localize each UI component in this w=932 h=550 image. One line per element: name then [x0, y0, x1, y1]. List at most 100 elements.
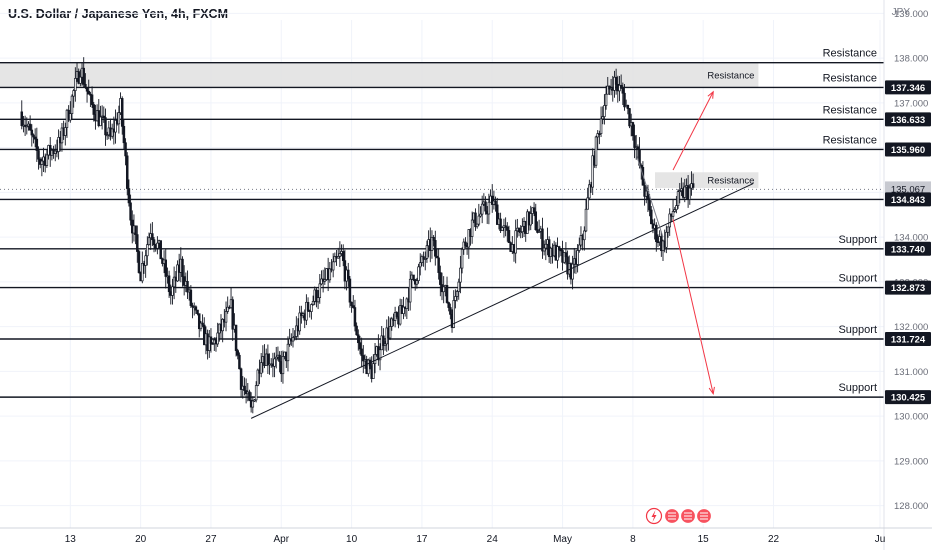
- level-price-tag-bg: [885, 331, 931, 346]
- candle-body: [278, 354, 281, 362]
- candle-body: [348, 278, 352, 303]
- candle-body: [490, 195, 494, 205]
- candle-body: [521, 225, 524, 233]
- candle-body: [594, 136, 598, 166]
- candle-body: [467, 229, 471, 248]
- candle-body: [105, 134, 109, 137]
- candle-body: [288, 338, 291, 345]
- candle-body: [114, 120, 117, 133]
- candle-body: [437, 257, 440, 273]
- candle-body: [141, 263, 144, 282]
- candle-body: [536, 229, 539, 233]
- candle-body: [418, 262, 422, 268]
- candle-body: [70, 95, 74, 115]
- candle-body: [576, 250, 579, 265]
- candle-body: [221, 319, 224, 332]
- candle-body: [171, 286, 174, 296]
- candle-body: [542, 247, 546, 252]
- candle-body: [156, 242, 159, 249]
- x-tick-label: Apr: [273, 534, 289, 545]
- candle-body: [501, 227, 504, 232]
- candle-body: [655, 224, 658, 243]
- candle-body: [424, 258, 427, 260]
- level-price-tag-bg: [885, 142, 931, 157]
- level-price-tag-bg: [885, 280, 931, 295]
- candle-body: [583, 230, 586, 241]
- level-label: Resistance: [823, 72, 877, 84]
- candle-body: [557, 246, 561, 251]
- level-label: Support: [838, 324, 877, 336]
- candle-body: [496, 204, 499, 225]
- candle-body: [402, 306, 405, 315]
- candle-body: [298, 312, 301, 332]
- candle-body: [352, 305, 355, 308]
- candle-body: [650, 209, 653, 225]
- candle-body: [125, 155, 129, 189]
- candle-body: [432, 236, 435, 241]
- candle-body: [234, 324, 238, 351]
- candle-body: [459, 267, 462, 283]
- candle-body: [507, 230, 511, 244]
- candle-body: [28, 123, 32, 131]
- y-tick-label: 137.000: [894, 98, 928, 109]
- candle-body: [199, 322, 203, 330]
- candle-body: [104, 117, 107, 136]
- x-tick-label: 13: [65, 534, 77, 545]
- candle-body: [134, 225, 137, 235]
- candle-body: [487, 201, 491, 215]
- candle-body: [181, 258, 184, 277]
- y-tick-label: 139.000: [894, 9, 928, 20]
- candle-body: [40, 160, 44, 165]
- candle-body: [537, 231, 541, 233]
- candle-body: [226, 306, 229, 312]
- candle-body: [633, 135, 636, 148]
- x-tick-label: Ju: [875, 534, 886, 545]
- candle-body: [254, 385, 258, 401]
- candle-body: [167, 275, 171, 293]
- candle-body: [673, 209, 676, 212]
- candle-body: [544, 243, 548, 249]
- candle-body: [614, 76, 618, 85]
- resistance-zone: [0, 62, 759, 88]
- candle-body: [151, 233, 154, 241]
- candle-body: [631, 122, 635, 137]
- candle-body: [571, 263, 574, 280]
- candle-body: [20, 111, 24, 127]
- candle-body: [259, 362, 263, 374]
- candle-body: [256, 369, 260, 386]
- zone-label: Resistance: [707, 176, 754, 187]
- candle-body: [281, 356, 285, 375]
- candle-body: [248, 391, 251, 401]
- candle-body: [316, 297, 320, 303]
- candle-body: [382, 335, 385, 346]
- candle-body: [117, 112, 121, 125]
- candle-body: [475, 223, 479, 228]
- x-tick-label: 10: [346, 534, 358, 545]
- level-price-tag-bg: [885, 80, 931, 95]
- candle-body: [286, 343, 290, 362]
- candle-body: [45, 154, 49, 166]
- candle-body: [678, 190, 681, 193]
- candle-body: [32, 134, 35, 138]
- candle-body: [442, 286, 445, 293]
- candle-body: [224, 311, 228, 323]
- candle-body: [506, 226, 509, 231]
- x-tick-label: 22: [768, 534, 780, 545]
- candle-body: [189, 289, 193, 306]
- candle-body: [517, 227, 521, 233]
- level-label: Resistance: [823, 134, 877, 146]
- candle-body: [102, 115, 106, 118]
- candle-body: [439, 272, 442, 285]
- candle-body: [144, 255, 147, 266]
- candle-body: [336, 256, 340, 259]
- candle-body: [618, 84, 621, 92]
- candle-body: [120, 98, 124, 127]
- price-tags: 137.346 136.633 135.960 133.740 132.873 131.7…: [885, 80, 931, 405]
- candle-body: [415, 280, 419, 285]
- candle-body: [514, 230, 517, 254]
- candle-body: [383, 343, 387, 346]
- level-price-tag: 131.724: [891, 334, 926, 345]
- level-price-tag: 135.960: [891, 145, 925, 156]
